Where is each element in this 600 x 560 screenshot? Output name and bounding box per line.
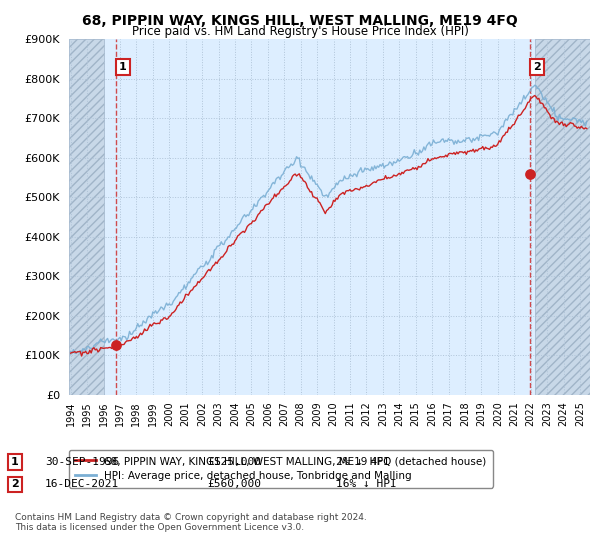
Text: 30-SEP-1996: 30-SEP-1996: [45, 457, 119, 467]
Text: 2% ↓ HPI: 2% ↓ HPI: [336, 457, 390, 467]
Point: [525, 169, 535, 178]
Legend: 68, PIPPIN WAY, KINGS HILL, WEST MALLING, ME19 4FQ (detached house), HPI: Averag: 68, PIPPIN WAY, KINGS HILL, WEST MALLING…: [69, 450, 493, 488]
Text: Price paid vs. HM Land Registry's House Price Index (HPI): Price paid vs. HM Land Registry's House …: [131, 25, 469, 38]
Text: 1: 1: [119, 62, 127, 72]
Text: 16% ↓ HPI: 16% ↓ HPI: [336, 479, 397, 489]
Text: 68, PIPPIN WAY, KINGS HILL, WEST MALLING, ME19 4FQ: 68, PIPPIN WAY, KINGS HILL, WEST MALLING…: [82, 14, 518, 28]
Bar: [535, 39, 590, 395]
Text: 2: 2: [11, 479, 19, 489]
Text: Contains HM Land Registry data © Crown copyright and database right 2024.: Contains HM Land Registry data © Crown c…: [15, 513, 367, 522]
Text: £125,000: £125,000: [207, 457, 261, 467]
Text: 2: 2: [533, 62, 541, 72]
Text: £560,000: £560,000: [207, 479, 261, 489]
Text: This data is licensed under the Open Government Licence v3.0.: This data is licensed under the Open Gov…: [15, 523, 304, 532]
Bar: [69, 39, 104, 395]
Point: [111, 341, 121, 350]
Text: 16-DEC-2021: 16-DEC-2021: [45, 479, 119, 489]
Text: 1: 1: [11, 457, 19, 467]
